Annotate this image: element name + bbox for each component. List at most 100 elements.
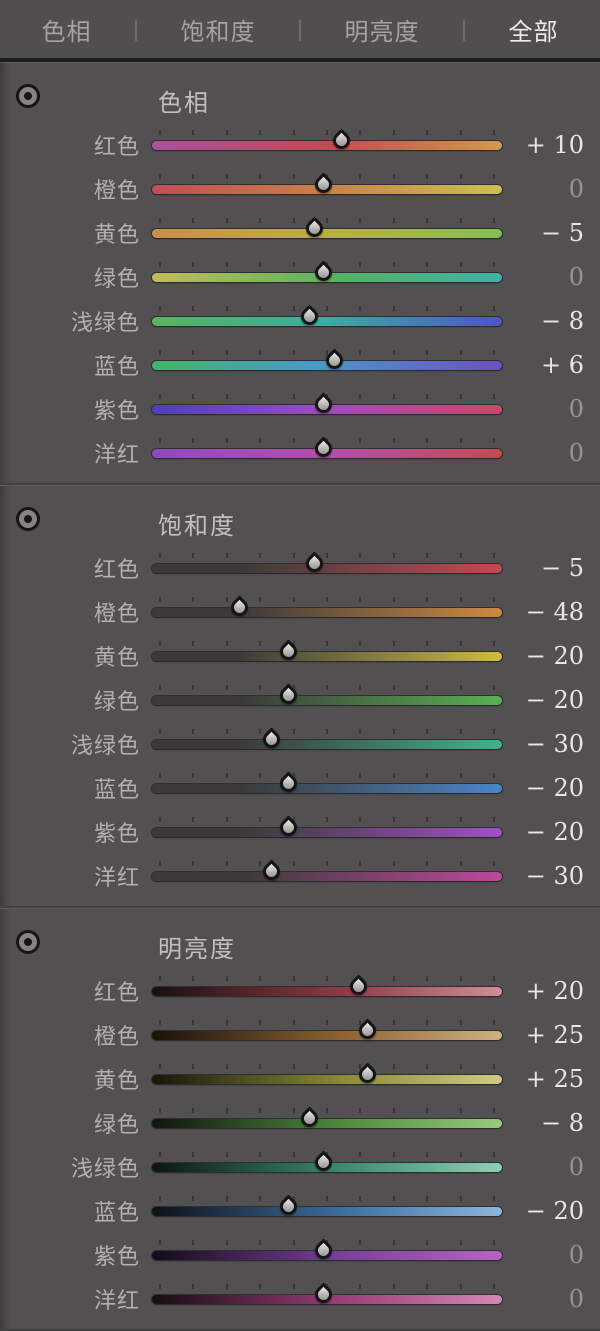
targeted-adjustment-icon[interactable]: [16, 507, 40, 531]
slider[interactable]: [152, 636, 502, 676]
tick-mark: [426, 1240, 429, 1245]
slider-track[interactable]: [152, 652, 502, 661]
tick-mark: [426, 641, 429, 646]
slider[interactable]: [152, 301, 502, 341]
slider[interactable]: [152, 389, 502, 429]
tick-mark: [459, 553, 462, 558]
tick-mark: [492, 976, 495, 981]
tick-mark: [426, 597, 429, 602]
slider-label: 黄色: [93, 223, 140, 248]
slider-track[interactable]: [152, 696, 502, 705]
slider-track[interactable]: [152, 1031, 502, 1040]
slider-track[interactable]: [152, 564, 502, 573]
target-dot-icon: [24, 938, 32, 946]
slider[interactable]: [152, 1059, 502, 1099]
tick-mark: [459, 350, 462, 355]
slider[interactable]: [152, 169, 502, 209]
tick-mark: [359, 350, 362, 355]
tick-mark: [426, 218, 429, 223]
section-header: 色相: [0, 75, 600, 123]
slider-track[interactable]: [152, 1119, 502, 1128]
slider[interactable]: [152, 768, 502, 808]
tick-mark: [359, 438, 362, 443]
tick-mark: [192, 641, 195, 646]
tick-mark: [392, 438, 395, 443]
tick-mark: [492, 1240, 495, 1245]
slider[interactable]: [152, 345, 502, 385]
slider-track[interactable]: [152, 828, 502, 837]
slider-value: − 48: [525, 598, 584, 626]
tick-mark: [292, 1196, 295, 1201]
slider-track[interactable]: [152, 317, 502, 326]
tab-1[interactable]: 色相: [41, 17, 92, 46]
slider-track[interactable]: [152, 1207, 502, 1216]
slider-value: 0: [568, 395, 584, 423]
slider-value: 0: [568, 263, 584, 291]
slider[interactable]: [152, 592, 502, 632]
tab-3[interactable]: 明亮度: [344, 17, 420, 46]
slider[interactable]: [152, 812, 502, 852]
tick-mark: [492, 1152, 495, 1157]
tick-mark: [492, 1108, 495, 1113]
slider[interactable]: [152, 433, 502, 473]
tick-mark: [159, 817, 161, 822]
slider-track[interactable]: [152, 141, 502, 150]
tick-mark: [259, 553, 262, 558]
slider[interactable]: [152, 1191, 502, 1231]
tick-mark: [225, 597, 228, 602]
targeted-adjustment-icon[interactable]: [16, 84, 40, 108]
slider[interactable]: [152, 125, 502, 165]
slider-row: 浅绿色 0: [0, 1145, 600, 1189]
tick-mark: [459, 174, 462, 179]
slider-track[interactable]: [152, 872, 502, 881]
tick-mark: [159, 1284, 161, 1289]
slider-ticks: [159, 817, 495, 822]
tick-mark: [325, 861, 328, 866]
tick-mark: [359, 685, 362, 690]
tick-mark: [292, 350, 295, 355]
section-title: 色相: [158, 89, 210, 117]
slider[interactable]: [152, 971, 502, 1011]
tab-2[interactable]: 饱和度: [180, 17, 256, 46]
tick-mark: [192, 306, 195, 311]
tick-mark: [259, 1064, 262, 1069]
slider[interactable]: [152, 1015, 502, 1055]
tick-mark: [192, 817, 195, 822]
tick-mark: [159, 1240, 161, 1245]
slider-label: 橙色: [93, 1025, 140, 1050]
targeted-adjustment-icon[interactable]: [16, 930, 40, 954]
slider-rows: 红色 + 10 橙色 0 黄色 − 5 绿色 0: [0, 123, 600, 475]
slider[interactable]: [152, 1279, 502, 1319]
slider[interactable]: [152, 213, 502, 253]
slider[interactable]: [152, 724, 502, 764]
tick-mark: [459, 394, 462, 399]
slider[interactable]: [152, 548, 502, 588]
tick-mark: [225, 350, 228, 355]
tick-mark: [492, 1196, 495, 1201]
tick-mark: [192, 597, 195, 602]
slider[interactable]: [152, 680, 502, 720]
slider-label: 绿色: [93, 690, 140, 715]
slider[interactable]: [152, 1103, 502, 1143]
slider-track[interactable]: [152, 229, 502, 238]
slider-track[interactable]: [152, 740, 502, 749]
tick-mark: [426, 174, 429, 179]
slider[interactable]: [152, 1147, 502, 1187]
tick-mark: [459, 130, 462, 135]
slider[interactable]: [152, 257, 502, 297]
slider-track[interactable]: [152, 1075, 502, 1084]
tick-mark: [192, 218, 195, 223]
slider-value: − 5: [540, 219, 584, 247]
tab-4[interactable]: 全部: [508, 17, 559, 46]
slider[interactable]: [152, 1235, 502, 1275]
tick-mark: [159, 1108, 161, 1113]
slider-track[interactable]: [152, 784, 502, 793]
slider[interactable]: [152, 856, 502, 896]
slider-value: − 20: [525, 1197, 584, 1225]
tick-mark: [225, 685, 228, 690]
slider-track[interactable]: [152, 987, 502, 996]
section-title: 明亮度: [158, 935, 236, 963]
slider-track[interactable]: [152, 608, 502, 617]
tick-mark: [159, 306, 161, 311]
tick-mark: [325, 1064, 328, 1069]
